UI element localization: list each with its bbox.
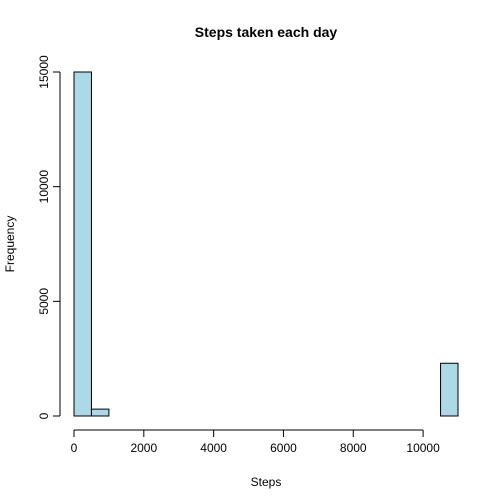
y-tick-label: 15000 xyxy=(37,55,51,89)
histogram-bar-21 xyxy=(440,362,459,417)
y-tick-label: 0 xyxy=(37,412,51,419)
y-tick-label: 5000 xyxy=(37,288,51,315)
chart-title: Steps taken each day xyxy=(195,24,338,40)
x-axis-label: Steps xyxy=(251,475,282,489)
histogram-bar-1 xyxy=(90,408,110,417)
x-tick-label: 0 xyxy=(71,441,78,455)
x-tick-label: 2000 xyxy=(130,441,157,455)
y-axis: 0 5000 10000 15000 xyxy=(37,55,61,419)
x-tick-label: 10000 xyxy=(406,441,440,455)
y-axis-label: Frequency xyxy=(3,216,17,273)
x-tick-label: 4000 xyxy=(200,441,227,455)
y-tick-label: 10000 xyxy=(37,170,51,204)
histogram-bar-0 xyxy=(73,71,92,417)
x-tick-label: 6000 xyxy=(270,441,297,455)
x-axis: 0 2000 4000 6000 8000 10000 xyxy=(71,429,440,455)
x-tick-label: 8000 xyxy=(340,441,367,455)
histogram-bars xyxy=(73,71,459,417)
